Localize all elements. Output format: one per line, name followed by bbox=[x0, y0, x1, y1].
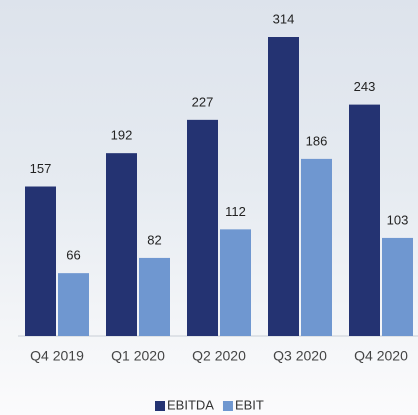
bar bbox=[301, 158, 332, 336]
x-tick-label: Q1 2020 bbox=[111, 348, 165, 364]
bar bbox=[139, 257, 170, 336]
bar bbox=[268, 37, 299, 336]
legend-swatch bbox=[155, 401, 165, 411]
data-label: 314 bbox=[273, 11, 295, 26]
data-label: 192 bbox=[111, 128, 133, 143]
x-tick-label: Q2 2020 bbox=[192, 348, 246, 364]
data-label: 66 bbox=[66, 248, 80, 263]
bar bbox=[106, 153, 137, 336]
data-label: 186 bbox=[306, 133, 328, 148]
bar bbox=[220, 229, 251, 336]
data-label: 82 bbox=[147, 232, 161, 247]
bar bbox=[382, 237, 413, 336]
data-label: 103 bbox=[387, 212, 409, 227]
data-label: 227 bbox=[192, 94, 214, 109]
data-label: 243 bbox=[354, 79, 376, 94]
legend-swatch bbox=[222, 401, 233, 411]
legend-label: EBITDA bbox=[167, 397, 214, 412]
bar bbox=[349, 104, 380, 337]
data-label: 112 bbox=[225, 204, 246, 219]
bar bbox=[58, 273, 89, 336]
bar bbox=[187, 119, 218, 336]
x-tick-label: Q4 2019 bbox=[30, 348, 84, 364]
data-label: 157 bbox=[30, 161, 52, 176]
bar bbox=[25, 186, 56, 336]
x-tick-label: Q3 2020 bbox=[273, 348, 327, 364]
legend-label: EBIT bbox=[235, 397, 264, 412]
x-tick-label: Q4 2020 bbox=[354, 348, 408, 364]
